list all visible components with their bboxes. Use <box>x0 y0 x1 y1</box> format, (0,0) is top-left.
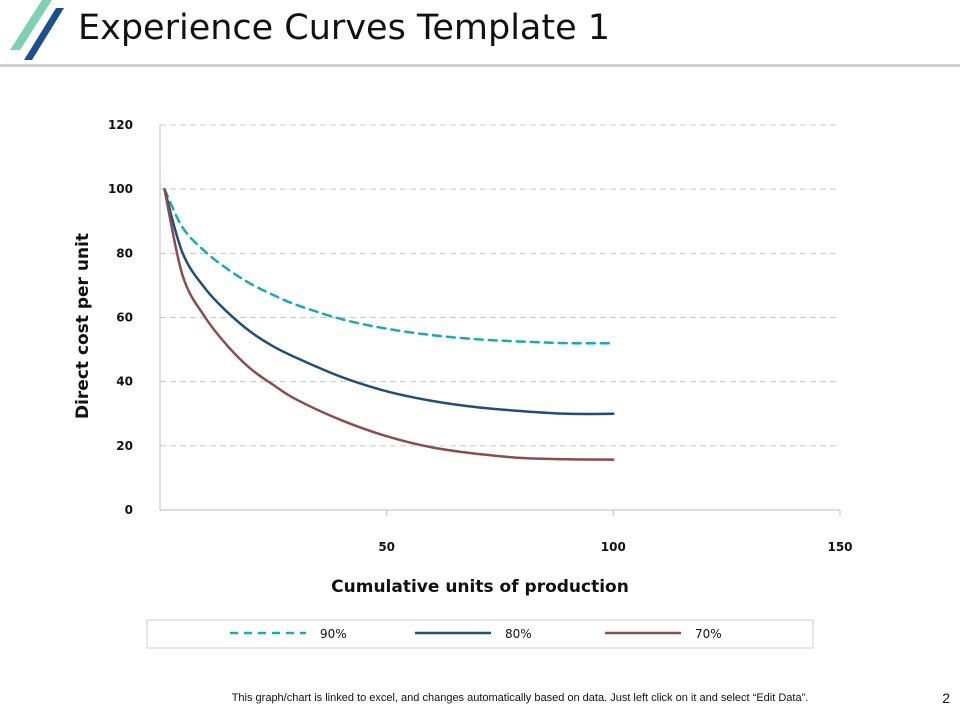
logo-light-stripe <box>10 0 52 50</box>
y-tick-label: 60 <box>116 311 133 325</box>
page-number: 2 <box>942 690 950 706</box>
y-tick-label: 80 <box>116 246 133 260</box>
legend-label: 80% <box>505 627 532 641</box>
page-title: Experience Curves Template 1 <box>78 8 611 48</box>
x-tick-label: 50 <box>378 540 395 554</box>
series-line-70pct <box>163 187 615 461</box>
legend-label: 70% <box>695 627 722 641</box>
legend-label: 90% <box>320 627 347 641</box>
x-axis-title: Cumulative units of production <box>331 577 629 597</box>
y-tick-label: 120 <box>108 118 133 132</box>
y-tick-label: 20 <box>116 439 133 453</box>
y-tick-label: 0 <box>125 503 133 517</box>
brand-logo <box>10 0 64 60</box>
y-tick-label: 40 <box>116 375 133 389</box>
title-divider <box>0 64 960 67</box>
series-line-90pct <box>163 187 615 345</box>
footer-note: This graph/chart is linked to excel, and… <box>231 692 809 704</box>
series-line-80pct <box>163 187 615 416</box>
y-tick-label: 100 <box>108 182 133 196</box>
logo-dark-stripe <box>24 8 64 60</box>
y-axis-title: Direct cost per unit <box>73 233 93 419</box>
x-tick-label: 150 <box>827 540 852 554</box>
x-tick-label: 100 <box>601 540 626 554</box>
